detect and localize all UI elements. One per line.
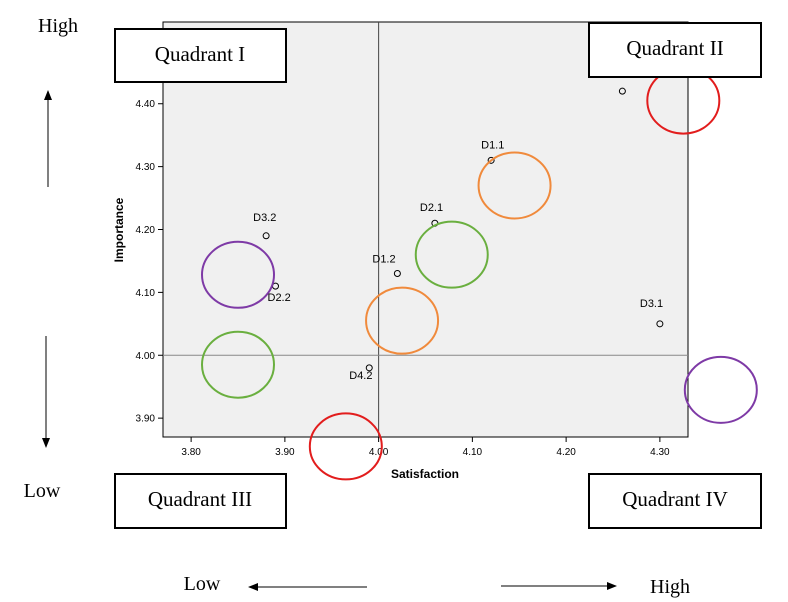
highlight-circle (201, 240, 275, 309)
y-axis: 3.90 4.00 4.10 4.20 4.30 4.40 (136, 99, 163, 425)
data-point (262, 232, 270, 240)
quadrant-3-label: Quadrant III (148, 487, 252, 511)
data-point (487, 156, 495, 164)
highlight-circle (477, 151, 552, 220)
data-point-label: D1.1 (481, 139, 504, 151)
reference-lines (163, 22, 688, 437)
x-tick-label: 4.00 (369, 447, 389, 458)
data-point (656, 320, 664, 328)
data-point-label: D3.2 (253, 212, 276, 224)
x-tick-label: 4.20 (556, 447, 576, 458)
data-points: D1.1 D2.1 D3.2 D1.2 D2.2 D3.1 D4.2 (253, 87, 664, 382)
y-axis-title: Importance (112, 197, 126, 262)
quadrant-1-box (114, 28, 287, 83)
data-point-label: D4.2 (349, 370, 372, 382)
data-point (618, 87, 626, 95)
quadrant-2-label: Quadrant II (626, 36, 723, 60)
x-tick-label: 3.90 (275, 447, 295, 458)
highlight-circle (201, 330, 275, 399)
quadrant-2-box (588, 22, 762, 78)
x-axis-title: Satisfaction (391, 467, 459, 481)
horizontal-high-label: High (650, 576, 690, 598)
data-point-label: D1.2 (372, 254, 395, 266)
quadrant-3-box (114, 473, 287, 529)
data-point-label: D2.1 (420, 202, 443, 214)
highlight-circle (683, 355, 758, 424)
highlight-circle (308, 412, 383, 481)
quadrant-4-label: Quadrant IV (622, 487, 728, 511)
x-tick-label: 4.10 (463, 447, 483, 458)
highlight-circle (414, 220, 489, 289)
y-tick-label: 3.90 (136, 414, 156, 425)
y-tick-label: 4.40 (136, 99, 156, 110)
horizontal-low-label: Low (184, 573, 221, 595)
plot-area (162, 21, 689, 438)
data-point (393, 270, 401, 278)
data-point (365, 364, 373, 372)
x-tick-label: 4.30 (650, 447, 670, 458)
highlight-circles (201, 66, 758, 481)
data-point-label: D2.2 (268, 292, 291, 304)
x-axis: 3.80 3.90 4.00 4.10 4.20 4.30 (181, 437, 670, 458)
y-tick-label: 4.10 (136, 288, 156, 299)
highlight-circle (365, 286, 440, 355)
quadrant-4-box (588, 473, 762, 529)
quadrant-1-label: Quadrant I (155, 42, 245, 66)
vertical-high-label: High (38, 15, 78, 37)
vertical-low-label: Low (24, 480, 61, 502)
y-tick-label: 4.30 (136, 162, 156, 173)
x-tick-label: 3.80 (181, 447, 201, 458)
data-point-label: D3.1 (640, 298, 663, 310)
y-tick-label: 4.00 (136, 351, 156, 362)
y-tick-label: 4.20 (136, 225, 156, 236)
